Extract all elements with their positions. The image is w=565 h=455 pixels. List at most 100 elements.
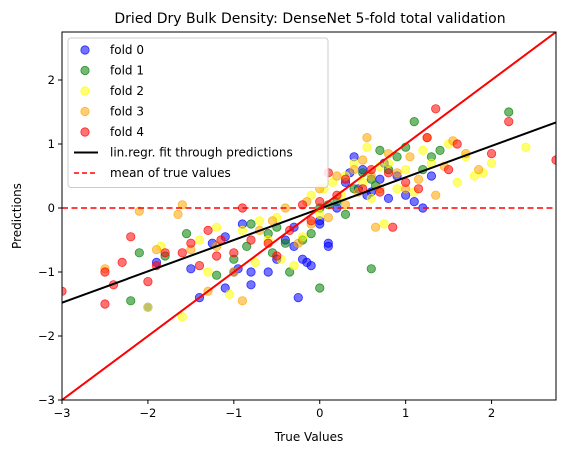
data-point <box>220 283 230 293</box>
data-point <box>504 107 514 117</box>
data-point <box>422 133 432 143</box>
x-tick-label: −3 <box>54 406 71 420</box>
data-point <box>237 225 248 235</box>
legend-entry: fold 2 <box>80 84 144 98</box>
data-point <box>126 296 136 306</box>
data-point <box>293 238 303 248</box>
data-point <box>100 267 110 277</box>
data-point <box>413 174 424 184</box>
series-fold-4 <box>62 104 556 309</box>
data-point <box>229 248 239 258</box>
legend-entry: fold 3 <box>80 105 144 119</box>
y-tick-label: −3 <box>38 393 55 407</box>
legend-entry: fold 0 <box>80 43 144 57</box>
data-point <box>426 171 437 181</box>
data-point <box>383 168 394 178</box>
data-point <box>263 267 273 277</box>
regression-line <box>62 121 556 304</box>
chart-title: Dried Dry Bulk Density: DenseNet 5-fold … <box>114 11 505 27</box>
data-point <box>521 142 531 152</box>
legend-marker <box>80 65 90 76</box>
data-point <box>306 229 316 239</box>
data-point <box>388 222 398 232</box>
legend-entry: mean of true values <box>74 166 231 180</box>
legend-label: fold 2 <box>110 84 144 98</box>
data-point <box>431 190 441 200</box>
data-point <box>297 232 308 242</box>
data-point <box>173 209 183 219</box>
data-point <box>255 216 265 226</box>
legend-label: fold 3 <box>110 105 144 119</box>
data-point <box>392 168 402 178</box>
data-point <box>151 245 162 255</box>
data-point <box>444 165 454 175</box>
data-point <box>224 289 235 299</box>
data-point <box>383 158 394 168</box>
legend-label: mean of true values <box>110 166 231 180</box>
data-point <box>315 219 325 229</box>
data-point <box>375 145 385 155</box>
data-point <box>340 200 351 210</box>
data-point <box>504 117 514 127</box>
x-axis-label: True Values <box>274 430 344 444</box>
data-point <box>143 276 153 287</box>
legend-marker <box>80 86 90 96</box>
y-tick-label: −2 <box>38 329 55 343</box>
data-point <box>280 238 290 248</box>
legend: fold 0 fold 1 fold 2 fold 3 fold 4 lin.regr. … <box>67 37 329 188</box>
data-point <box>375 187 385 197</box>
data-point <box>315 209 325 219</box>
data-point <box>212 270 222 280</box>
data-point <box>246 219 256 229</box>
legend-marker <box>80 106 90 117</box>
data-point <box>362 142 372 152</box>
data-point <box>486 158 497 168</box>
data-point <box>401 177 411 187</box>
data-point <box>413 184 424 194</box>
data-point <box>379 219 389 229</box>
data-point <box>203 267 213 277</box>
x-tick-label: 1 <box>402 406 409 420</box>
data-point <box>285 267 295 277</box>
legend-label: fold 0 <box>110 43 144 57</box>
y-tick-label: 2 <box>48 73 55 87</box>
data-point <box>405 152 415 162</box>
y-tick-label: −1 <box>38 265 55 279</box>
x-tick-label: 2 <box>488 406 495 420</box>
data-point <box>315 197 325 207</box>
x-tick-label: −2 <box>139 406 156 420</box>
data-point <box>297 200 308 210</box>
data-point <box>134 248 144 258</box>
legend-marker <box>80 45 90 55</box>
x-tick-label: −1 <box>225 406 242 420</box>
legend-label: fold 4 <box>110 125 144 139</box>
data-point <box>392 184 402 194</box>
data-point <box>474 165 484 175</box>
series-fold-2 <box>143 139 531 322</box>
data-point <box>486 149 497 159</box>
data-point <box>409 197 419 207</box>
data-point <box>306 260 316 271</box>
data-point <box>315 283 325 293</box>
data-point <box>418 145 428 155</box>
identity-line <box>62 32 556 400</box>
data-point <box>340 209 351 219</box>
data-point <box>370 222 381 232</box>
data-point <box>323 213 333 223</box>
data-point <box>366 264 376 274</box>
data-point <box>431 104 441 114</box>
data-point <box>267 216 278 226</box>
data-point <box>362 133 372 143</box>
x-axis: −3 −2 −1 0 1 2 <box>54 400 495 420</box>
data-point <box>212 251 222 261</box>
y-axis-label: Predictions <box>10 183 24 249</box>
data-point <box>272 251 282 261</box>
data-point <box>383 193 394 203</box>
data-point <box>126 232 136 242</box>
data-point <box>246 235 256 245</box>
x-tick-label: 0 <box>316 406 323 420</box>
data-point <box>117 257 127 267</box>
data-point <box>237 296 248 306</box>
data-point <box>62 286 67 296</box>
